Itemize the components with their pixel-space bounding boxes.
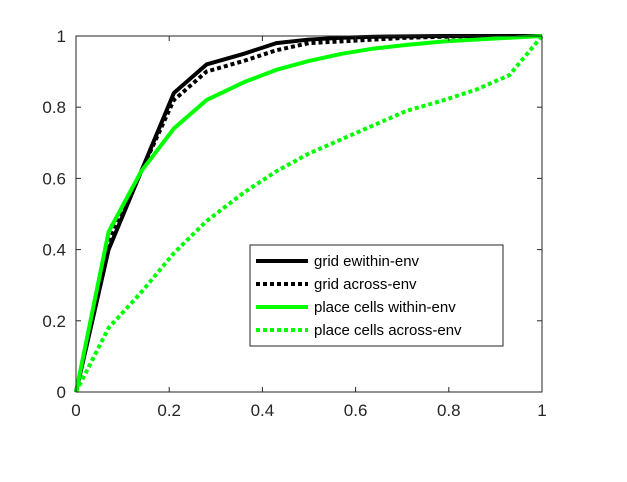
legend-label-place-cells-across-env: place cells across-env bbox=[314, 322, 462, 339]
y-tick-label: 0.4 bbox=[42, 241, 66, 260]
y-tick-label: 1 bbox=[57, 27, 66, 46]
y-tick-label: 0 bbox=[57, 383, 66, 402]
axes-box bbox=[75, 35, 543, 393]
axes-layer: 0 0.2 0.4 0.6 0.8 1 0 0.2 0.4 0.6 0.8 1 bbox=[42, 27, 546, 420]
legend-label-place-cells-within-env: place cells within-env bbox=[314, 299, 456, 316]
x-tick-label: 0.2 bbox=[157, 401, 181, 420]
legend-label-grid-ewithin-env: grid ewithin-env bbox=[314, 253, 420, 270]
legend-label-grid-across-env: grid across-env bbox=[314, 276, 417, 293]
series-line-place-cells-within-env bbox=[74, 34, 543, 393]
y-tick-label: 0.2 bbox=[42, 312, 66, 331]
x-tick-label: 0 bbox=[71, 401, 80, 420]
x-tick-label: 1 bbox=[537, 401, 546, 420]
x-tick-label: 0.8 bbox=[437, 401, 461, 420]
legend: grid ewithin-env grid across-env place cel… bbox=[249, 244, 504, 347]
x-tick-label: 0.4 bbox=[251, 401, 275, 420]
y-tick-label: 0.6 bbox=[42, 169, 66, 188]
x-tick-label: 0.6 bbox=[344, 401, 368, 420]
series-line-place-cells-across-env bbox=[74, 34, 544, 393]
y-tick-label: 0.8 bbox=[42, 98, 66, 117]
